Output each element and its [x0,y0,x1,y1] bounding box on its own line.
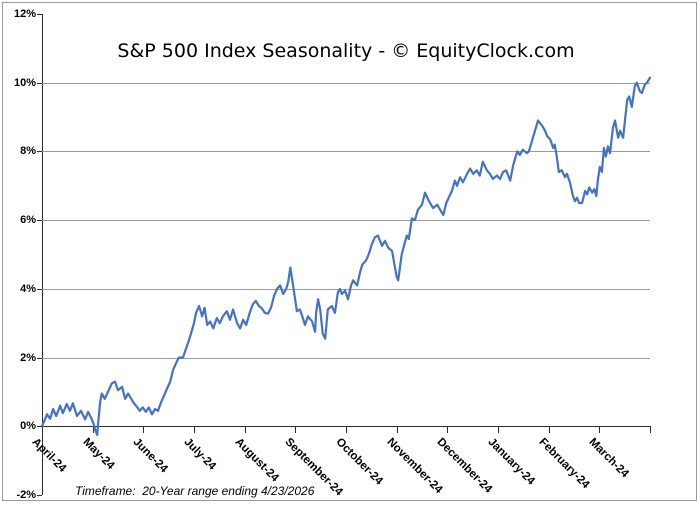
x-axis-tick [244,426,246,434]
x-axis-tick [548,426,550,434]
y-axis-tick [37,426,42,428]
timeframe-note: Timeframe: 20-Year range ending 4/23/202… [75,484,315,498]
gridline [42,82,650,84]
y-axis-label: 6% [20,214,36,227]
x-axis-tick [599,426,601,434]
gridline [42,220,650,222]
y-axis-label: 0% [20,420,36,433]
gridline [42,288,650,290]
y-axis-tick [37,14,42,15]
y-axis-label: 12% [13,8,36,20]
y-axis-label: 8% [20,145,36,158]
y-axis-tick [37,151,42,153]
x-axis-tick [92,426,94,434]
y-axis-line [42,14,43,495]
x-axis-tick [194,426,195,434]
x-axis-tick [143,426,145,434]
x-axis-tick [447,426,449,434]
y-axis-tick [37,82,42,84]
x-axis-tick [396,426,398,434]
x-axis-tick [42,426,43,434]
gridline [42,151,650,153]
chart-title: S&P 500 Index Seasonality - © EquityCloc… [117,40,575,62]
y-axis-tick [37,357,42,359]
x-axis-tick [346,426,347,434]
seasonality-line-svg [40,76,652,436]
x-axis-tick [295,426,297,434]
y-axis-tick [37,495,42,496]
y-axis-label: 2% [20,351,36,364]
seasonality-line [40,76,652,436]
x-axis-tick [650,426,651,434]
y-axis-label: 4% [20,282,36,295]
y-axis-label: 10% [13,76,36,89]
y-axis-label: -2% [16,489,36,501]
x-axis-tick [498,426,499,434]
gridline [42,357,650,359]
plot-area [40,14,652,495]
y-axis-tick [37,220,42,222]
y-axis-tick [37,288,42,290]
